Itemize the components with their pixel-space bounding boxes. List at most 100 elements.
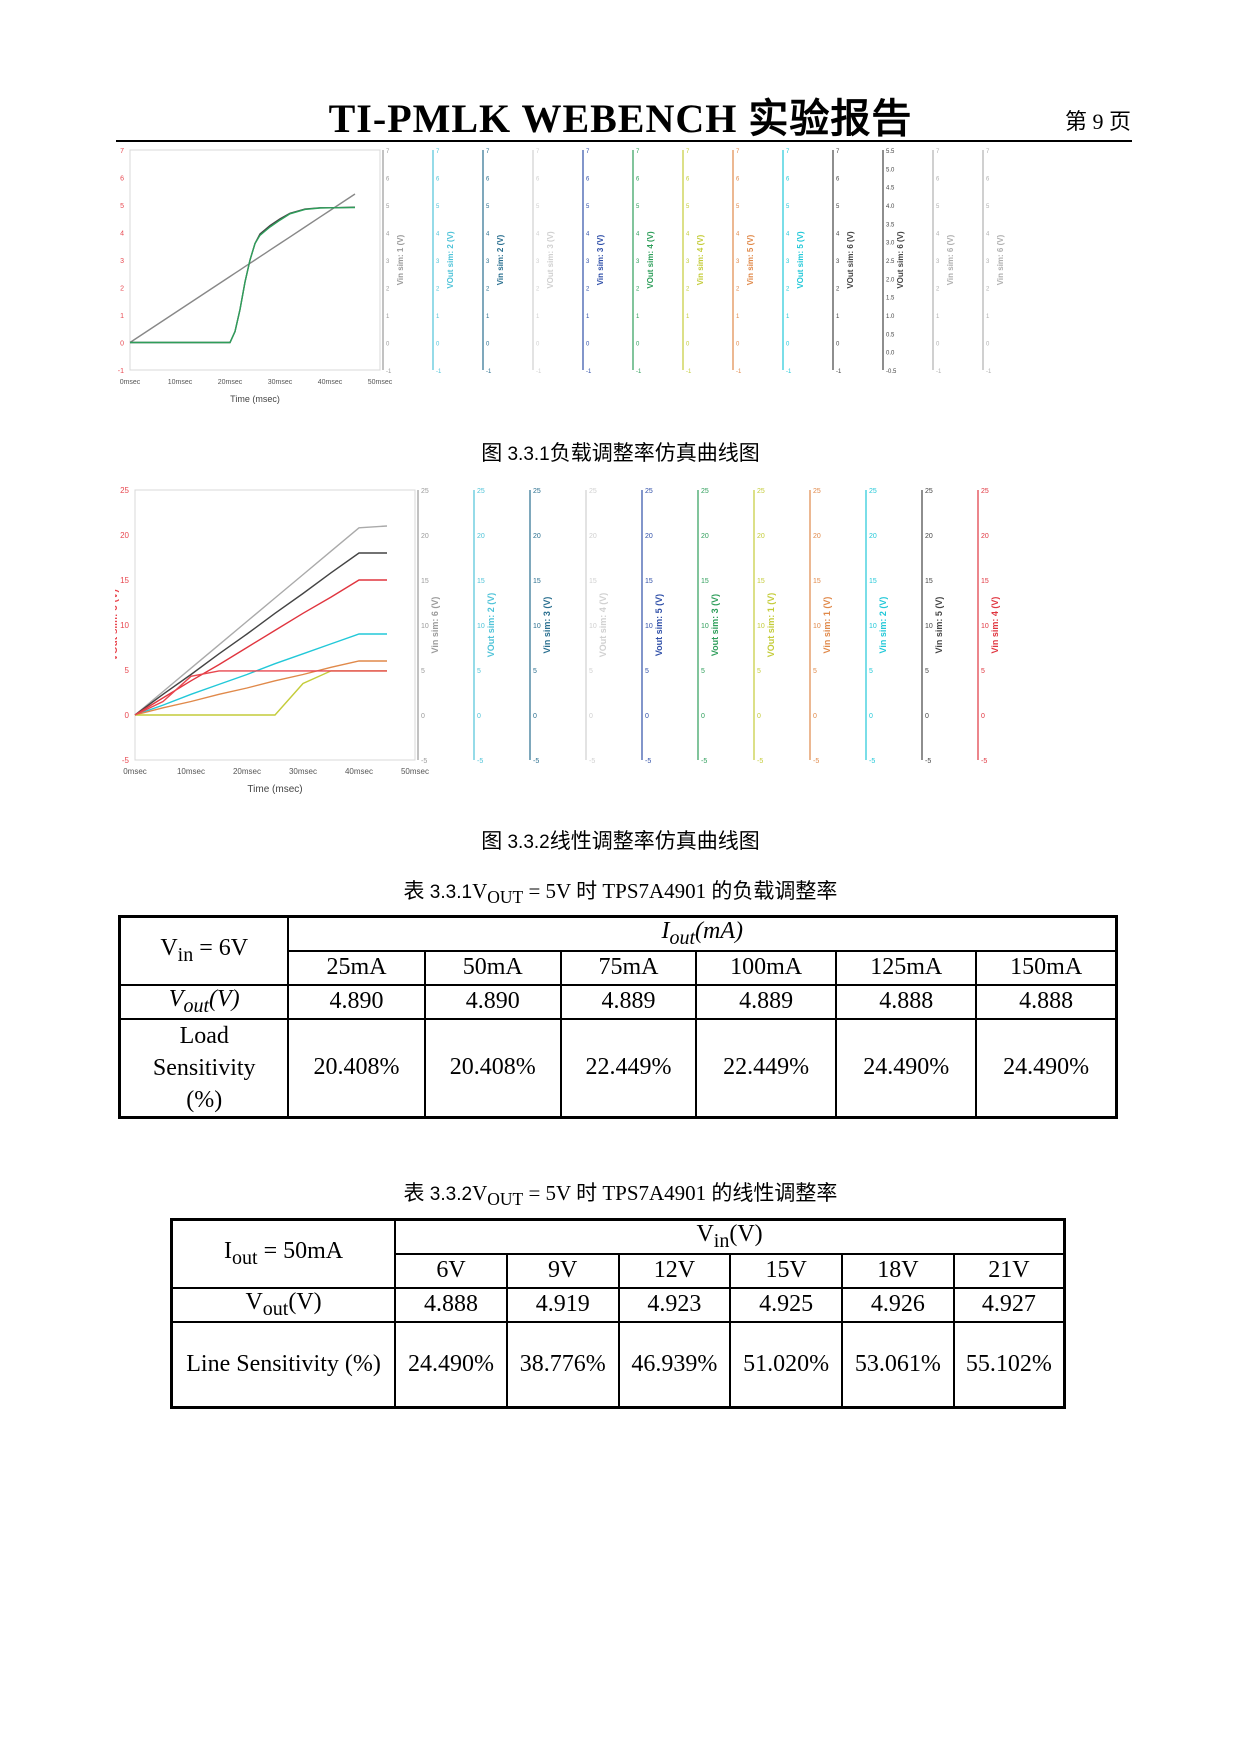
- secondary-axis-tick: 1.5: [886, 296, 895, 302]
- secondary-axis-tick: 4: [736, 232, 740, 238]
- secondary-axis-tick: 0: [736, 342, 740, 348]
- secondary-axis-tick: 10: [477, 623, 485, 630]
- secondary-axis-tick: 7: [386, 149, 390, 155]
- secondary-axis-label: VOut sim: 4 (V): [598, 593, 608, 658]
- y-tick-label: 6: [120, 176, 124, 183]
- secondary-axis-label: Vin sim: 4 (V): [696, 234, 705, 285]
- secondary-axis-label: Vin sim: 1 (V): [822, 597, 832, 654]
- secondary-axis-label: Vin sim: 5 (V): [746, 234, 755, 285]
- figure-2-caption-text: 线性调整率仿真曲线图: [549, 829, 760, 853]
- secondary-axis-tick: 15: [589, 578, 597, 585]
- secondary-axis-tick: 5: [701, 668, 705, 675]
- secondary-axis-tick: -1: [736, 369, 742, 375]
- x-tick-label: 10msec: [177, 767, 205, 776]
- secondary-axis-tick: -5: [533, 758, 539, 765]
- secondary-axis-tick: 4: [936, 232, 940, 238]
- series-line: [134, 660, 387, 716]
- table-1-col: 125mA: [835, 949, 978, 986]
- figure-1-caption-number: 3.3.1: [507, 444, 550, 465]
- secondary-axis-tick: 15: [869, 578, 877, 585]
- secondary-axis-tick: 10: [925, 623, 933, 630]
- table-2-col: 12V: [617, 1252, 732, 1289]
- secondary-axis-label: Vout sim: 3 (V): [710, 594, 720, 656]
- secondary-axis-tick: -5: [421, 758, 427, 765]
- secondary-axis-tick: 2: [636, 287, 640, 293]
- x-tick-label: 0msec: [120, 379, 141, 386]
- table-2-row-label-line-sensitivity: Line Sensitivity (%): [170, 1320, 397, 1409]
- secondary-axis-tick: 1: [986, 314, 990, 320]
- secondary-axis-tick: 15: [645, 578, 653, 585]
- secondary-axis-tick: 15: [533, 578, 541, 585]
- secondary-axis-tick: 1: [736, 314, 740, 320]
- secondary-axis-tick: 6: [686, 177, 690, 183]
- secondary-axis-tick: 3: [936, 259, 940, 265]
- table-1-row-label-load-sensitivity: Load Sensitivity (%): [118, 1017, 290, 1119]
- secondary-axis-tick: 4: [786, 232, 790, 238]
- secondary-axis-tick: 7: [686, 149, 690, 155]
- figure-2-caption-prefix: 图: [481, 829, 503, 853]
- secondary-axis-label: Vin sim: 2 (V): [878, 597, 888, 654]
- secondary-axis-tick: 0: [936, 342, 940, 348]
- secondary-axis-tick: 0: [986, 342, 990, 348]
- secondary-axis-tick: 0: [533, 713, 537, 720]
- x-tick-label: 50msec: [368, 379, 393, 386]
- secondary-axis-tick: 10: [533, 623, 541, 630]
- secondary-axis-label: VOut sim: 1 (V): [766, 593, 776, 658]
- figure-2-caption-number: 3.3.2: [507, 832, 550, 853]
- y-tick-label: 2: [120, 286, 124, 293]
- secondary-axis-tick: 10: [589, 623, 597, 630]
- secondary-axis-tick: 1: [936, 314, 940, 320]
- secondary-axis-tick: 1: [636, 314, 640, 320]
- series-line: [130, 206, 356, 344]
- secondary-axis-tick: 20: [589, 533, 597, 540]
- plot-frame: [129, 149, 381, 371]
- secondary-axis-tick: -5: [925, 758, 931, 765]
- secondary-axis-tick: 0: [925, 713, 929, 720]
- secondary-axis-tick: 15: [421, 578, 429, 585]
- secondary-axis-tick: 7: [636, 149, 640, 155]
- secondary-axis-tick: 1: [836, 314, 840, 320]
- secondary-axis-tick: 4: [536, 232, 540, 238]
- secondary-axis-label: Vin sim: 1 (V): [396, 234, 405, 285]
- secondary-axis-tick: 20: [813, 533, 821, 540]
- y-tick-label: -5: [122, 756, 130, 765]
- secondary-axis-tick: 20: [869, 533, 877, 540]
- secondary-axis-label: Vin sim: 5 (V): [934, 597, 944, 654]
- secondary-axis-tick: 0: [421, 713, 425, 720]
- y-tick-label: 0: [125, 711, 130, 720]
- secondary-axis-tick: 0: [486, 342, 490, 348]
- secondary-axis-tick: -1: [586, 369, 592, 375]
- secondary-axis-tick: 7: [936, 149, 940, 155]
- secondary-axis-tick: 3: [986, 259, 990, 265]
- secondary-axis-tick: 25: [701, 488, 709, 495]
- y-tick-label: 4: [120, 231, 124, 238]
- secondary-axis-tick: 5: [981, 668, 985, 675]
- secondary-axis-label: VOut sim: 6 (V): [846, 231, 855, 289]
- y-tick-label: 20: [120, 531, 129, 540]
- table-1-corner: Vin = 6V: [118, 915, 290, 986]
- secondary-axis-tick: 5: [813, 668, 817, 675]
- secondary-axis-tick: 0: [436, 342, 440, 348]
- secondary-axis-tick: 6: [936, 177, 940, 183]
- secondary-axis-tick: 0.5: [886, 332, 895, 338]
- secondary-axis-tick: -1: [836, 369, 842, 375]
- table-1-cell: 4.888: [975, 983, 1118, 1020]
- secondary-axis-tick: -0.5: [886, 369, 897, 375]
- secondary-axis-tick: 25: [981, 488, 989, 495]
- table-1-cell: 22.449%: [695, 1017, 838, 1119]
- secondary-axis-tick: 3: [786, 259, 790, 265]
- secondary-axis-tick: 25: [813, 488, 821, 495]
- table-2-col: 6V: [394, 1252, 508, 1289]
- secondary-axis-tick: 5: [386, 204, 390, 210]
- secondary-axis-tick: 0: [813, 713, 817, 720]
- secondary-axis-tick: -1: [486, 369, 492, 375]
- secondary-axis-tick: -1: [436, 369, 442, 375]
- table-2-cell: 53.061%: [841, 1320, 955, 1409]
- secondary-axis-tick: 7: [586, 149, 590, 155]
- secondary-axis-tick: 2: [586, 287, 590, 293]
- secondary-axis-label: VOut sim: 3 (V): [546, 231, 555, 289]
- y-tick-label: 3: [120, 258, 124, 265]
- table-1-row-label-vout: Vout(V): [118, 983, 290, 1020]
- secondary-axis-tick: 0.0: [886, 351, 895, 357]
- secondary-axis-tick: 0: [757, 713, 761, 720]
